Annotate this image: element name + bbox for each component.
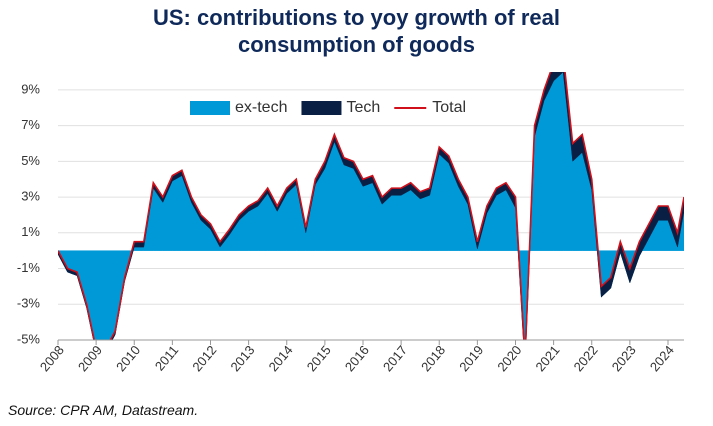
chart-title: US: contributions to yoy growth of real …	[153, 5, 560, 57]
legend-label: Tech	[346, 99, 380, 116]
x-tick-label: 2023	[609, 342, 639, 374]
y-tick-label: 1%	[21, 224, 40, 239]
total-line	[58, 72, 684, 340]
x-tick-label: 2019	[456, 342, 486, 374]
x-tick-label: 2012	[189, 342, 219, 374]
y-tick-label: -3%	[17, 296, 41, 311]
y-tick-label: 3%	[21, 189, 40, 204]
y-tick-label: -5%	[17, 331, 41, 346]
y-tick-label: 7%	[21, 117, 40, 132]
x-tick-label: 2013	[227, 342, 257, 374]
legend-label: Total	[432, 99, 466, 116]
x-tick-label: 2024	[647, 342, 677, 374]
legend-swatch	[301, 101, 342, 115]
y-tick-label: 9%	[21, 81, 40, 96]
x-tick-label: 2009	[75, 342, 105, 374]
source-note: Source: CPR AM, Datastream.	[8, 402, 199, 418]
y-tick-label: -1%	[17, 260, 41, 275]
x-tick-label: 2017	[380, 342, 410, 374]
x-tick-label: 2011	[152, 342, 181, 373]
x-tick-label: 2008	[37, 342, 67, 374]
area	[58, 72, 684, 340]
legend-swatch	[190, 101, 230, 115]
x-tick-label: 2010	[113, 342, 143, 374]
x-tick-label: 2016	[342, 342, 372, 374]
x-tick-label: 2022	[571, 342, 601, 374]
x-tick-label: 2021	[532, 342, 562, 374]
y-tick-label: 5%	[21, 153, 40, 168]
x-tick-label: 2014	[266, 342, 296, 374]
legend-label: ex-tech	[235, 99, 287, 116]
x-tick-label: 2020	[494, 342, 524, 374]
x-tick-label: 2015	[304, 342, 334, 374]
x-tick-label: 2018	[418, 342, 448, 374]
